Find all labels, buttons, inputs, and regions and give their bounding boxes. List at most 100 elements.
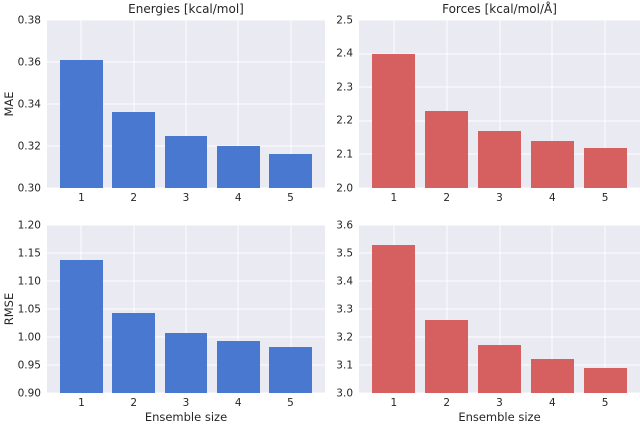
grid-line-horizontal — [359, 86, 640, 88]
bar — [425, 320, 469, 393]
grid-line-horizontal — [47, 187, 325, 189]
y-tick-label: 1.00 — [17, 330, 41, 343]
y-tick-label: 3.3 — [336, 302, 353, 315]
x-tick-label: 1 — [390, 192, 398, 204]
y-tick-label: 2.1 — [336, 148, 353, 161]
y-tick-label: 1.05 — [17, 302, 41, 315]
bar — [216, 341, 260, 393]
grid-line-horizontal — [47, 19, 325, 21]
bar — [477, 345, 522, 393]
y-tick-label: 1.10 — [17, 274, 41, 287]
y-tick-label: 1.15 — [17, 246, 41, 259]
plot-area: 2.0 2.1 2.2 2.3 2.4 2.5 1 2 3 4 5 — [336, 15, 640, 203]
x-tick-label: 2 — [443, 397, 451, 409]
y-tick-label: 0.32 — [17, 139, 41, 152]
bar — [60, 259, 103, 393]
x-tick-label: 3 — [496, 192, 503, 204]
grid-line-horizontal — [47, 103, 325, 105]
x-tick-label: 4 — [548, 192, 556, 204]
y-tick-label: 0.95 — [17, 358, 41, 371]
x-tick-label: 2 — [443, 192, 451, 204]
grid-line-vertical — [446, 20, 448, 188]
grid-line-horizontal — [359, 252, 640, 254]
bar — [112, 112, 156, 188]
y-tick-label: 0.36 — [17, 55, 41, 68]
grid-line-horizontal — [47, 61, 325, 63]
grid-line-horizontal — [359, 187, 640, 189]
x-tick-label: 1 — [78, 397, 85, 409]
grid-line-horizontal — [359, 308, 640, 310]
plot-area: 0.90 0.95 1.00 1.05 1.10 1.15 1.20 1 2 3 4 5 — [18, 220, 325, 408]
y-axis-label: RMSE — [2, 292, 16, 326]
y-tick-label: 1.20 — [17, 218, 41, 231]
grid-line-horizontal — [47, 252, 325, 254]
x-tick-label: 1 — [78, 192, 85, 204]
subplot-energies-mae: 0.30 0.32 0.34 0.36 0.38 1 2 3 4 5 Energies [kcal… — [2, 2, 325, 203]
subplot-forces-mae: 2.0 2.1 2.2 2.3 2.4 2.5 1 2 3 4 5 Forces [kcal/mol… — [336, 2, 640, 203]
x-tick-label: 5 — [287, 397, 294, 409]
x-axis-label: Ensemble size — [458, 410, 541, 424]
y-tick-label: 3.6 — [336, 218, 353, 231]
bar — [530, 359, 574, 393]
y-tick-label: 2.2 — [336, 114, 353, 127]
y-tick-label: 2.0 — [336, 181, 353, 194]
grid-line-vertical — [604, 20, 606, 188]
bar — [425, 110, 469, 188]
bar — [112, 313, 156, 393]
chart-title: Energies [kcal/mol] — [128, 2, 244, 17]
grid-line-horizontal — [359, 392, 640, 394]
grid-line-vertical — [551, 20, 553, 188]
y-tick-label: 3.4 — [336, 274, 353, 287]
x-tick-label: 4 — [548, 397, 556, 409]
x-tick-label: 3 — [182, 192, 190, 204]
y-tick-label: 0.38 — [17, 13, 41, 26]
bar — [477, 130, 522, 188]
bar — [583, 367, 627, 393]
grid-line-horizontal — [359, 224, 640, 226]
bar — [530, 140, 574, 188]
grid-line-horizontal — [359, 120, 640, 122]
bar — [583, 147, 627, 188]
chart-title: Forces [kcal/mol/Å] — [442, 2, 557, 17]
bar — [269, 347, 312, 393]
bar — [216, 146, 260, 188]
x-tick-label: 2 — [130, 397, 138, 409]
grid-line-horizontal — [47, 280, 325, 282]
grid-line-horizontal — [47, 392, 325, 394]
bar — [372, 244, 416, 393]
y-tick-label: 0.90 — [17, 386, 41, 399]
x-axis-label: Ensemble size — [144, 410, 228, 424]
y-tick-label: 2.5 — [336, 13, 353, 26]
x-tick-label: 1 — [390, 397, 398, 409]
grid-line-horizontal — [359, 280, 640, 282]
y-tick-label: 2.4 — [336, 47, 353, 60]
subplot-forces-rmse: 3.0 3.1 3.2 3.3 3.4 3.5 3.6 1 2 3 4 5 Ensemble size — [336, 220, 640, 424]
plot-area: 3.0 3.1 3.2 3.3 3.4 3.5 3.6 1 2 3 4 5 — [336, 220, 640, 408]
grid-line-horizontal — [359, 19, 640, 21]
x-tick-label: 2 — [130, 192, 138, 204]
y-tick-label: 0.30 — [17, 181, 41, 194]
bar — [269, 154, 312, 188]
y-tick-label: 3.0 — [336, 386, 353, 399]
x-tick-label: 4 — [234, 192, 242, 204]
grid-line-vertical — [499, 20, 500, 188]
grid-line-horizontal — [47, 308, 325, 310]
x-tick-label: 5 — [601, 192, 609, 204]
grid-line-horizontal — [359, 336, 640, 338]
grid-line-horizontal — [47, 224, 325, 226]
x-tick-label: 4 — [234, 397, 242, 409]
y-tick-label: 2.3 — [336, 80, 353, 93]
y-tick-label: 0.34 — [17, 97, 41, 110]
y-tick-label: 3.5 — [336, 246, 353, 259]
plot-area: 0.30 0.32 0.34 0.36 0.38 1 2 3 4 5 — [18, 15, 325, 203]
x-tick-label: 5 — [287, 192, 294, 204]
subplot-energies-rmse: 0.90 0.95 1.00 1.05 1.10 1.15 1.20 1 2 3 4 5 RMSE E… — [2, 220, 325, 424]
grid-line-horizontal — [359, 53, 640, 55]
x-tick-label: 5 — [601, 397, 609, 409]
y-axis-label: MAE — [2, 91, 16, 117]
x-tick-label: 3 — [496, 397, 503, 409]
bar — [164, 135, 208, 188]
x-tick-label: 3 — [182, 397, 190, 409]
bar — [372, 53, 416, 188]
